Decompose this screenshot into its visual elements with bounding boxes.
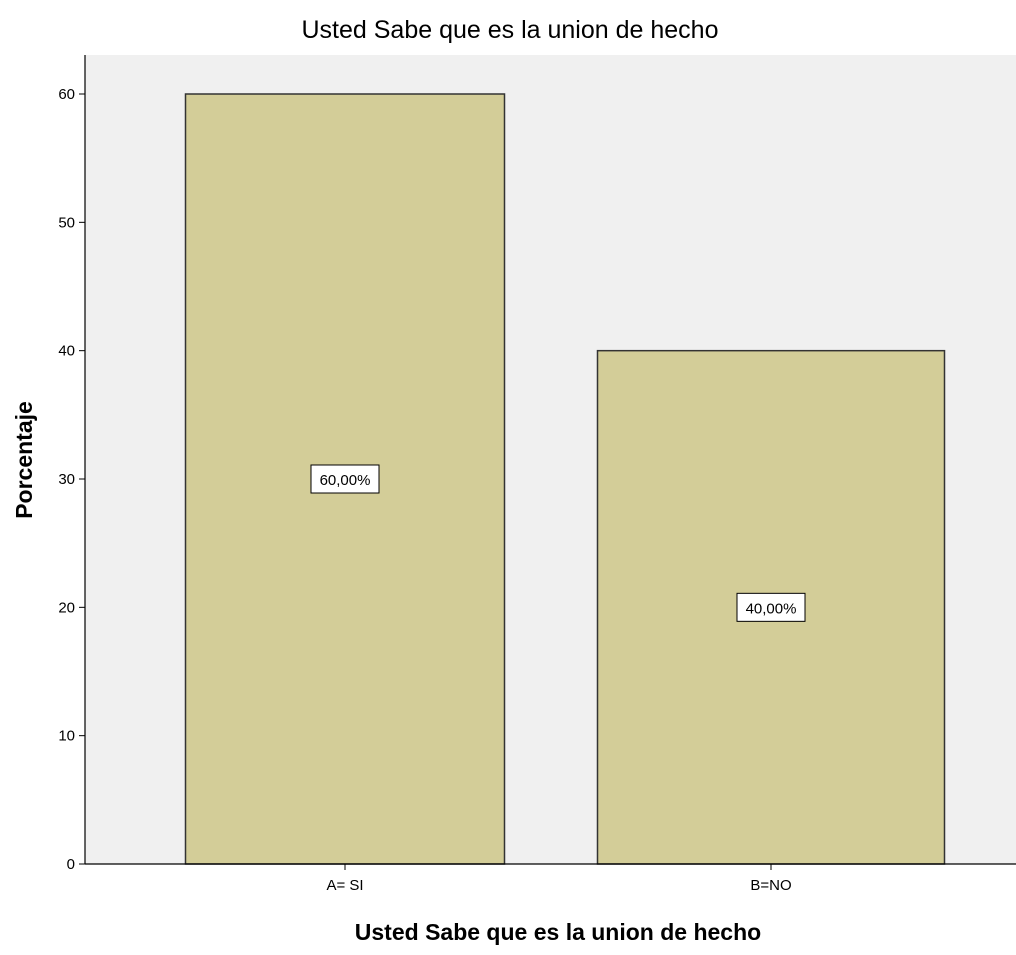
x-axis-ticks: A= SI B=NO: [326, 864, 792, 894]
data-label-box: [310, 464, 380, 494]
y-tick-label: 20: [58, 599, 75, 616]
data-label-box: [736, 592, 806, 622]
data-label: 40,00%: [746, 600, 797, 617]
y-tick-label: 30: [58, 471, 75, 488]
y-tick-label: 0: [67, 856, 75, 873]
x-tick-label: B=NO: [750, 877, 791, 894]
y-axis-ticks: 0 10 20 30 40 50 60: [58, 86, 85, 873]
y-tick-label: 40: [58, 343, 75, 360]
y-axis-title: Porcentaje: [11, 401, 37, 519]
y-tick-label: 60: [58, 86, 75, 103]
y-tick-label: 50: [58, 214, 75, 231]
bars: 60,00% 40,00%: [184, 93, 946, 865]
chart-title: Usted Sabe que es la union de hecho: [302, 16, 719, 44]
y-tick-label: 10: [58, 728, 75, 745]
x-axis-title: Usted Sabe que es la union de hecho: [355, 919, 761, 945]
x-tick-label: A= SI: [326, 877, 363, 894]
data-label: 60,00%: [320, 472, 371, 489]
